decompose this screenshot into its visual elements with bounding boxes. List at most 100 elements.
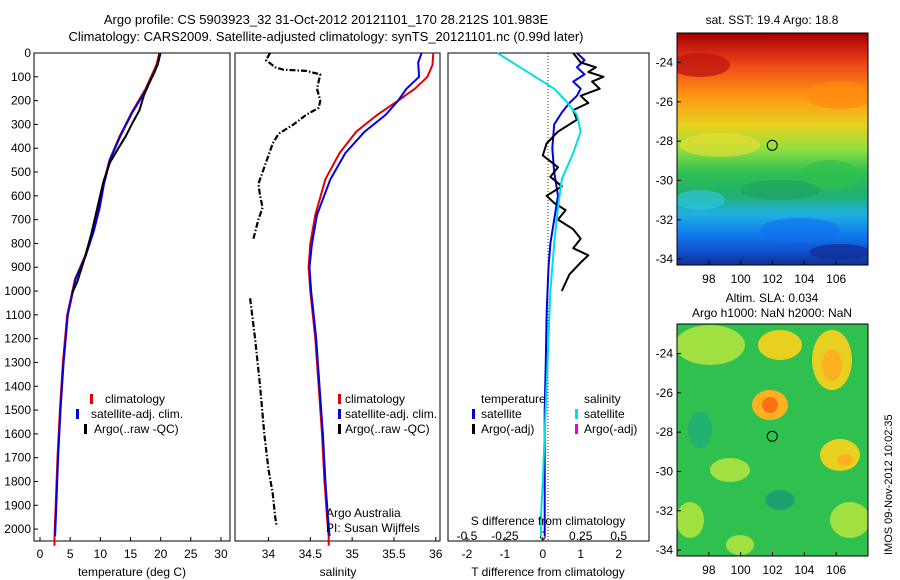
- salinity-tick-label: 36: [429, 547, 443, 561]
- depth-tick-label: 100: [11, 70, 31, 84]
- salinity-tick-label: 34: [262, 547, 276, 561]
- difference-tick-label: -1: [500, 547, 511, 561]
- sla-latitude-labels: -24 -26 -28 -30 -32 -34: [656, 346, 681, 557]
- latitude-tick-label: -24: [656, 55, 674, 69]
- temperature-series-line: [54, 52, 162, 537]
- depth-tick-label: 1800: [4, 474, 31, 488]
- latitude-tick-label: -26: [656, 386, 674, 400]
- s-difference-tick-label: 0: [539, 529, 546, 543]
- difference-tick-label: 0: [539, 547, 546, 561]
- depth-tick-label: 1000: [4, 284, 31, 298]
- latitude-tick-label: -32: [656, 504, 674, 518]
- s-difference-label: S difference from climatology: [471, 514, 626, 528]
- longitude-tick-label: 106: [826, 563, 846, 577]
- depth-tick-label: 1200: [4, 332, 31, 346]
- sst-map-panel: sat. SST: 19.4 Argo: 18.8 -24 -26 -28 -30 -3…: [656, 13, 869, 286]
- legend-swatch-climatology: [338, 394, 341, 404]
- depth-tick-label: 1500: [4, 403, 31, 417]
- legend-label-t-satellite: satellite: [481, 407, 522, 421]
- salinity-legend: climatology satellite-adj. clim. Argo(..…: [338, 392, 437, 436]
- s-difference-tick-label: 0.5: [610, 529, 627, 543]
- credit-line-2: PI: Susan Wijffels: [326, 521, 420, 535]
- temperature-series: [53, 52, 162, 546]
- legend-swatch-satellite: [338, 409, 341, 419]
- temperature-legend: climatology satellite-adj. clim. Argo(..…: [76, 392, 183, 436]
- difference-tick-label: 2: [615, 547, 622, 561]
- longitude-tick-label: 102: [762, 272, 782, 286]
- latitude-tick-label: -34: [656, 252, 674, 266]
- longitude-tick-label: 102: [762, 563, 782, 577]
- legend-swatch-argo: [84, 424, 87, 434]
- latitude-tick-label: -28: [656, 425, 674, 439]
- s-difference-tick-label: -0.25: [491, 529, 519, 543]
- difference-panel: -2 -1 0 1 2 -0.5 -0.25 0 0.25 0.5 S difference f…: [447, 52, 650, 579]
- difference-legend: temperature salinity satellite Argo(-adj…: [472, 392, 637, 436]
- sla-map-subtitle: Argo h1000: NaN h2000: NaN: [692, 306, 852, 320]
- temperature-axes-box: [33, 52, 231, 542]
- depth-tick-label: 1900: [4, 498, 31, 512]
- header-line-2: Climatology: CARS2009. Satellite-adjuste…: [69, 29, 584, 44]
- salinity-series-line: [249, 298, 278, 527]
- temperature-tick-labels: 0 5 10 15 20 25 30: [37, 537, 228, 561]
- longitude-tick-label: 100: [731, 563, 751, 577]
- temperature-tick-label: 20: [154, 547, 168, 561]
- legend-swatch-climatology: [90, 394, 93, 404]
- legend-label-t-argo: Argo(-adj): [481, 422, 534, 436]
- latitude-tick-label: -30: [656, 464, 674, 478]
- depth-tick-label: 600: [11, 189, 31, 203]
- difference-series-line: [543, 52, 586, 537]
- salinity-series-line: [308, 52, 423, 537]
- legend-swatch-argo: [338, 424, 341, 434]
- longitude-tick-label: 100: [731, 272, 751, 286]
- longitude-tick-label: 98: [702, 272, 716, 286]
- salinity-series: [249, 52, 435, 546]
- temperature-panel: 0100200300400500600700800900100011001200…: [4, 46, 231, 579]
- latitude-tick-label: -34: [656, 543, 674, 557]
- salinity-tick-labels: 34 34.5 35 35.5 36: [262, 537, 443, 561]
- latitude-tick-label: -32: [656, 213, 674, 227]
- sla-longitude-labels: 98 100 102 104 106: [702, 552, 846, 577]
- depth-tick-label: 500: [11, 165, 31, 179]
- depth-tick-label: 1600: [4, 427, 31, 441]
- temperature-series-line: [71, 52, 161, 294]
- longitude-tick-label: 98: [702, 563, 716, 577]
- longitude-tick-label: 104: [794, 272, 814, 286]
- longitude-tick-label: 106: [826, 272, 846, 286]
- difference-axes-box: [447, 52, 650, 542]
- difference-tick-label: 1: [577, 547, 584, 561]
- sla-map-title: Altim. SLA: 0.034: [726, 291, 819, 305]
- depth-tick-label: 400: [11, 141, 31, 155]
- salinity-tick-label: 35.5: [382, 547, 406, 561]
- sla-heatmap: [677, 324, 868, 556]
- t-difference-label: T difference from climatology: [471, 565, 625, 579]
- depth-tick-label: 1400: [4, 379, 31, 393]
- sst-longitude-labels: 98 100 102 104 106: [702, 261, 846, 286]
- salinity-tick-label: 34.5: [299, 547, 323, 561]
- header-line-1: Argo profile: CS 5903923_32 31-Oct-2012 …: [104, 12, 549, 27]
- legend-swatch-t-argo: [472, 424, 475, 434]
- t-difference-tick-labels: -2 -1 0 1 2: [462, 537, 622, 561]
- credit-line-1: Argo Australia: [326, 506, 401, 520]
- temperature-tick-label: 25: [184, 547, 198, 561]
- depth-tick-label: 700: [11, 213, 31, 227]
- temperature-tick-label: 0: [37, 547, 44, 561]
- depth-tick-label: 900: [11, 260, 31, 274]
- depth-tick-labels: 0 100 200 300 400 500 600 700 800 900 1000 1100 1200…: [4, 46, 38, 536]
- salinity-panel: 34 34.5 35 35.5 36 salinity climatology sate…: [234, 52, 443, 579]
- temperature-tick-label: 5: [67, 547, 74, 561]
- depth-tick-label: 2000: [4, 522, 31, 536]
- legend-swatch-t-satellite: [472, 409, 475, 419]
- difference-series: [496, 52, 605, 537]
- s-difference-tick-label: -0.5: [457, 529, 478, 543]
- sla-map-panel: Altim. SLA: 0.034 Argo h1000: NaN h2000:…: [656, 291, 869, 577]
- legend-label-s-satellite: satellite: [584, 407, 625, 421]
- legend-title-salinity: salinity: [584, 392, 621, 406]
- argo-location-marker: [766, 139, 778, 151]
- latitude-tick-label: -26: [656, 95, 674, 109]
- salinity-axes-box: [234, 52, 441, 542]
- depth-tick-label: 0: [24, 46, 31, 60]
- salinity-series-line: [252, 52, 322, 239]
- legend-swatch-s-argo: [575, 424, 578, 434]
- latitude-tick-label: -28: [656, 134, 674, 148]
